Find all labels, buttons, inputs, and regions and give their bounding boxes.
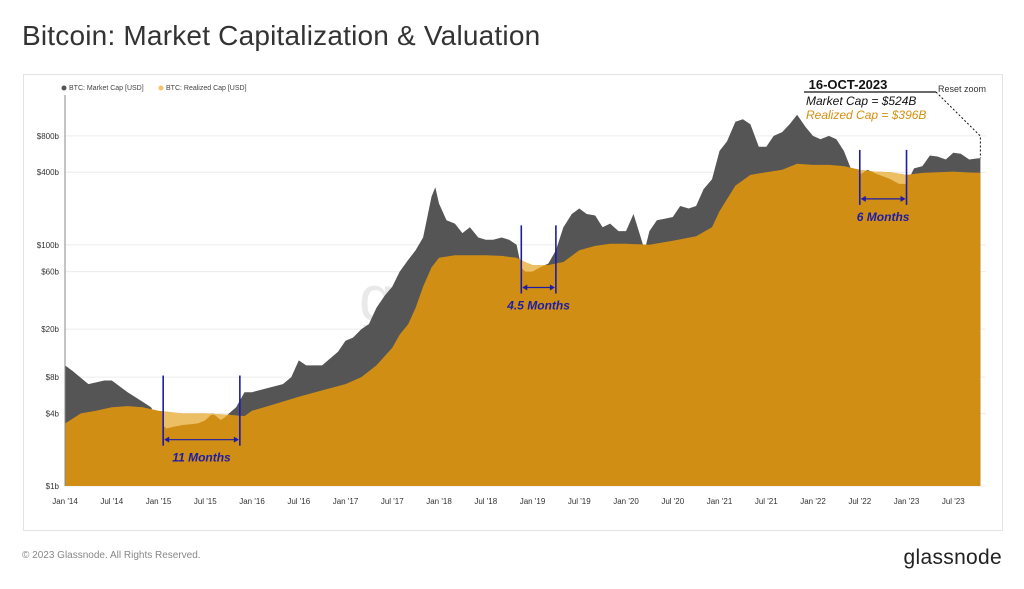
x-tick-label: Jul '15 bbox=[194, 497, 217, 506]
x-tick-label: Jan '15 bbox=[146, 497, 172, 506]
x-tick-label: Jul '16 bbox=[287, 497, 310, 506]
brand-logo: glassnode bbox=[903, 546, 1002, 569]
x-tick-label: Jul '22 bbox=[848, 497, 871, 506]
annotation-date: 16-OCT-2023 bbox=[809, 77, 888, 92]
realized-cap-light-band bbox=[859, 169, 907, 184]
date-annotation: 16-OCT-2023 Market Cap = $524B Realized … bbox=[804, 77, 981, 159]
annotation-leader-line bbox=[935, 91, 981, 159]
y-tick-label: $8b bbox=[46, 373, 60, 382]
x-axis-ticks: Jan '14 Jul '14 Jan '15 Jul '15 Jan '16 Jul '… bbox=[52, 497, 965, 506]
x-tick-label: Jul '23 bbox=[942, 497, 965, 506]
legend-label-market-cap[interactable]: BTC: Market Cap [USD] bbox=[69, 85, 144, 92]
x-tick-label: Jan '14 bbox=[52, 497, 78, 506]
period-arrow-left bbox=[522, 284, 528, 291]
period-label: 11 Months bbox=[172, 451, 231, 465]
realized-cap-light-band bbox=[521, 260, 556, 272]
period-arrow-right bbox=[549, 284, 555, 291]
legend: BTC: Market Cap [USD] BTC: Realized Cap … bbox=[61, 85, 247, 92]
x-tick-label: Jul '17 bbox=[381, 497, 404, 506]
chart-svg: BTC: Market Cap [USD] BTC: Realized Cap … bbox=[37, 77, 986, 506]
y-tick-label: $100b bbox=[37, 241, 60, 250]
page-title: Bitcoin: Market Capitalization & Valuati… bbox=[22, 20, 541, 51]
y-tick-label: $800b bbox=[37, 132, 60, 141]
legend-marker-market-cap bbox=[61, 85, 67, 91]
x-tick-label: Jul '19 bbox=[568, 497, 591, 506]
period-arrow-right bbox=[233, 436, 239, 443]
period-arrow-right bbox=[900, 195, 906, 202]
period-arrow-left bbox=[860, 195, 866, 202]
x-tick-label: Jan '21 bbox=[707, 497, 733, 506]
x-tick-label: Jan '18 bbox=[426, 497, 452, 506]
reset-zoom-button[interactable]: Reset zoom bbox=[938, 84, 987, 94]
chart-frame: BTC: Market Cap [USD] BTC: Realized Cap … bbox=[23, 74, 1003, 531]
x-tick-label: Jan '20 bbox=[613, 497, 639, 506]
legend-label-realized-cap[interactable]: BTC: Realized Cap [USD] bbox=[166, 85, 247, 92]
realized-cap-light-band bbox=[163, 411, 240, 429]
y-tick-label: $60b bbox=[41, 268, 59, 277]
x-tick-label: Jul '21 bbox=[755, 497, 778, 506]
y-tick-label: $400b bbox=[37, 168, 60, 177]
y-tick-label: $1b bbox=[46, 482, 60, 491]
period-brackets: 11 Months 4.5 Months 6 Months bbox=[162, 149, 910, 465]
x-tick-label: Jan '19 bbox=[520, 497, 546, 506]
x-tick-label: Jan '16 bbox=[239, 497, 265, 506]
x-tick-label: Jan '23 bbox=[894, 497, 920, 506]
copyright-text: © 2023 Glassnode. All Rights Reserved. bbox=[22, 550, 201, 561]
y-tick-label: $20b bbox=[41, 325, 59, 334]
area-layer bbox=[65, 114, 981, 487]
x-tick-label: Jan '22 bbox=[800, 497, 826, 506]
y-axis-ticks: $1b $4b $8b $20b $60b $100b $400b $800b bbox=[37, 132, 60, 491]
period-label: 4.5 Months bbox=[506, 299, 570, 313]
x-tick-label: Jul '18 bbox=[474, 497, 497, 506]
x-tick-label: Jul '14 bbox=[100, 497, 123, 506]
annotation-market-cap: Market Cap = $524B bbox=[806, 94, 916, 108]
annotation-realized-cap: Realized Cap = $396B bbox=[806, 108, 926, 122]
x-tick-label: Jul '20 bbox=[661, 497, 684, 506]
period-arrow-left bbox=[164, 436, 170, 443]
y-tick-label: $4b bbox=[46, 409, 60, 418]
realized-cap-area bbox=[65, 163, 981, 487]
x-tick-label: Jan '17 bbox=[333, 497, 359, 506]
legend-marker-realized-cap bbox=[158, 85, 164, 91]
period-label: 6 Months bbox=[857, 210, 910, 224]
